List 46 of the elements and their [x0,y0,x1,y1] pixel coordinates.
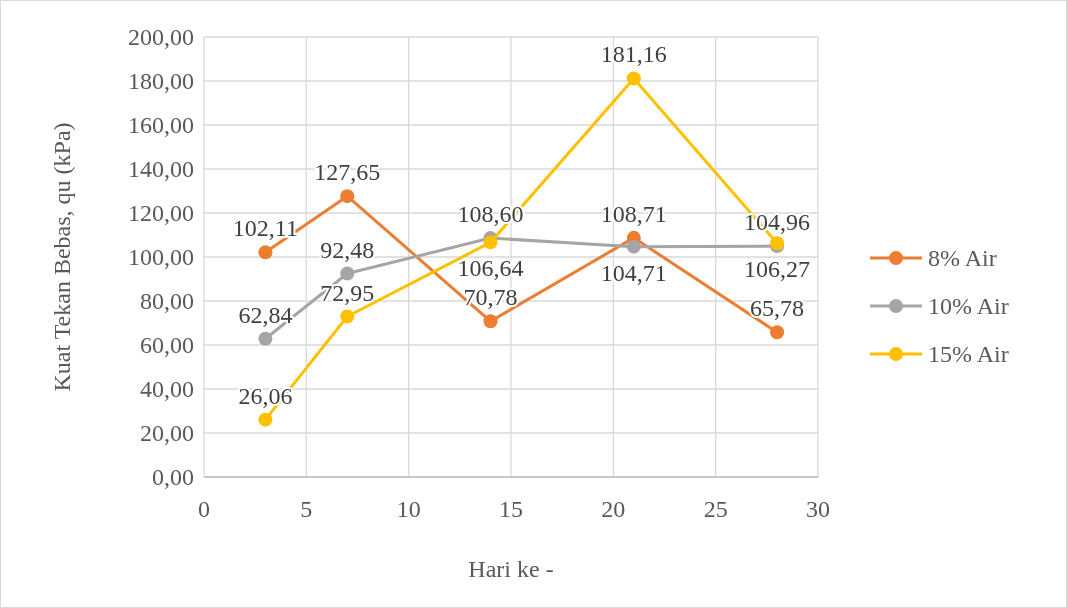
point [483,235,498,250]
point [258,412,273,427]
point [258,331,273,346]
legend-label: 15% Air [928,341,1009,367]
y-tick-label: 200,00 [128,24,194,50]
legend-label: 8% Air [928,245,997,271]
point [770,325,785,340]
data-label: 108,71 [600,200,667,227]
x-tick-label: 10 [396,496,421,522]
x-tick-label: 25 [703,496,728,522]
y-tick-label: 20,00 [140,420,194,446]
y-axis-title: Kuat Tekan Bebas, qu (kPa) [49,122,75,392]
data-label: 102,11 [232,215,298,242]
data-label: 70,78 [463,284,518,311]
legend-label: 10% Air [928,293,1009,319]
data-label: 72,95 [320,279,375,306]
y-tick-label: 60,00 [140,332,194,358]
x-tick-label: 5 [300,496,313,522]
x-tick-label: 0 [198,496,210,522]
y-tick-label: 100,00 [128,244,194,270]
x-tick-label: 20 [601,496,626,522]
x-tick-label: 30 [806,496,830,522]
point [340,266,355,281]
data-label: 106,64 [457,255,524,282]
y-tick-label: 120,00 [128,200,194,226]
y-tick-label: 80,00 [140,288,194,314]
y-tick-label: 180,00 [128,68,194,94]
data-label: 127,65 [314,159,381,186]
x-tick-label: 15 [499,496,523,522]
data-label: 62,84 [238,301,293,328]
point [340,189,355,204]
x-axis-title: Hari ke - [468,556,554,582]
y-tick-label: 0,00 [152,464,194,490]
data-label: 181,16 [600,41,667,68]
point [626,71,641,86]
y-tick-label: 160,00 [128,112,194,138]
data-label: 104,71 [600,259,667,286]
point [340,309,355,324]
y-tick-label: 40,00 [140,376,194,402]
data-label: 65,78 [750,295,805,322]
y-tick-label: 140,00 [128,156,194,182]
point [258,245,273,260]
data-label: 106,27 [744,256,811,283]
data-label: 92,48 [320,236,375,263]
point [626,239,641,254]
point [483,314,498,329]
